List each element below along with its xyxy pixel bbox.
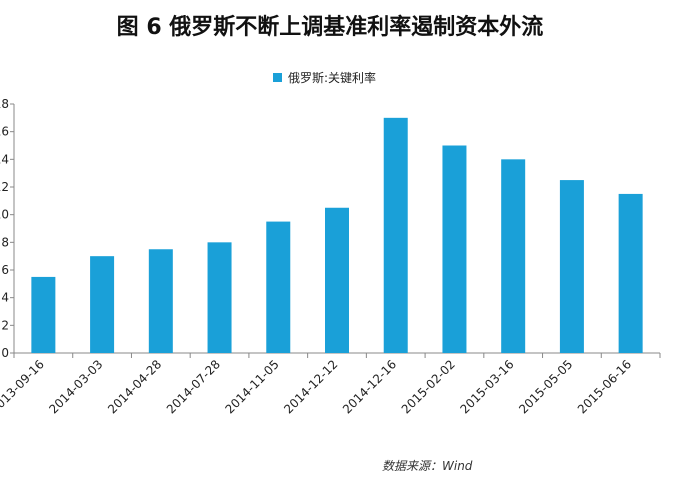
legend-label: 俄罗斯:关键利率 <box>288 70 376 85</box>
bar <box>207 242 232 353</box>
x-tick-label: 2014-03-03 <box>46 357 105 416</box>
y-tick-label: 0 <box>1 346 9 360</box>
source: 数据来源：Wind <box>382 459 473 473</box>
y-tick-label: 2 <box>1 318 9 332</box>
bar <box>325 207 349 353</box>
bar <box>148 249 173 353</box>
bar <box>618 193 643 353</box>
legend-swatch <box>273 73 282 82</box>
bar <box>501 159 526 353</box>
y-tick-label: 4 <box>1 291 9 305</box>
y-tick-label: 8 <box>1 235 9 249</box>
bar <box>442 145 467 353</box>
x-tick-label: 2015-02-02 <box>399 357 458 416</box>
bar <box>383 117 408 353</box>
bar <box>559 180 584 353</box>
chart-title: 图 6 俄罗斯不断上调基准利率遏制资本外流 <box>117 14 544 40</box>
y-tick-label: 16 <box>0 125 9 139</box>
y-tick-label: 12 <box>0 180 9 194</box>
x-tick-label: 2013-09-16 <box>0 357 47 416</box>
x-tick-label: 2014-07-28 <box>164 357 223 416</box>
x-tick-label: 2015-06-16 <box>575 357 634 416</box>
bar <box>31 276 56 353</box>
x-tick-label: 2014-11-05 <box>223 357 282 416</box>
y-tick-label: 6 <box>1 263 9 277</box>
y-tick-label: 18 <box>0 97 9 111</box>
bar <box>266 221 291 353</box>
x-tick-label: 2014-12-12 <box>281 357 340 416</box>
x-tick-label: 2015-05-05 <box>516 357 575 416</box>
x-tick-label: 2014-04-28 <box>105 357 164 416</box>
x-tick-label: 2014-12-16 <box>340 357 399 416</box>
y-tick-label: 10 <box>0 208 9 222</box>
x-tick-label: 2015-03-16 <box>457 357 516 416</box>
y-tick-label: 14 <box>0 152 9 166</box>
bar <box>90 256 115 353</box>
